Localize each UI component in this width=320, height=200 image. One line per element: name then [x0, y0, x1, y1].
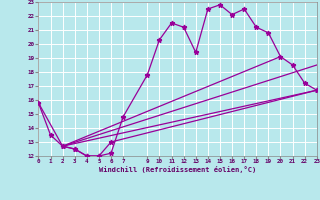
X-axis label: Windchill (Refroidissement éolien,°C): Windchill (Refroidissement éolien,°C): [99, 166, 256, 173]
